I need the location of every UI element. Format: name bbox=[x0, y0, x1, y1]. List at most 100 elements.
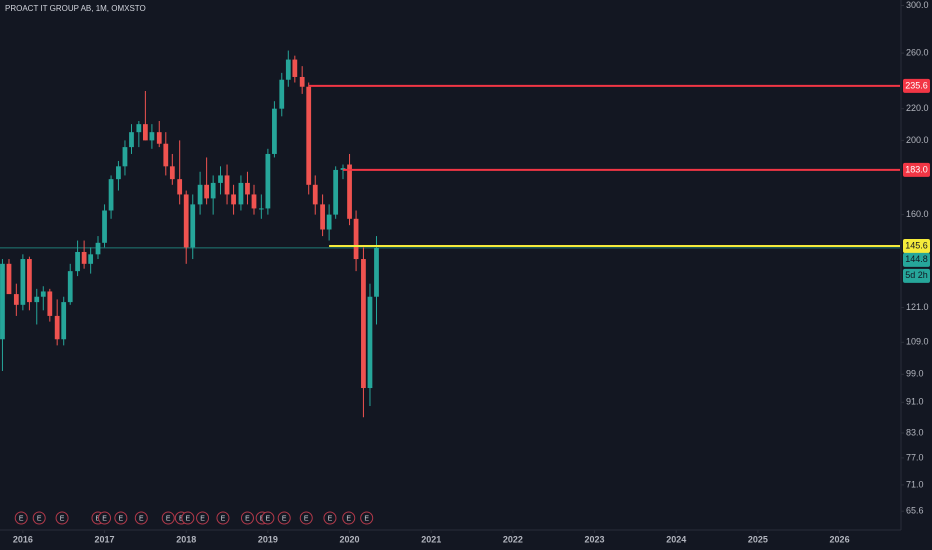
earnings-label: E bbox=[282, 515, 287, 522]
earnings-label: E bbox=[346, 515, 351, 522]
candle-body bbox=[299, 76, 305, 87]
y-tick-label: 200.0 bbox=[906, 135, 929, 145]
earnings-marker bbox=[55, 511, 69, 525]
earnings-marker bbox=[360, 511, 374, 525]
candle-body bbox=[163, 143, 169, 167]
x-tick-label: 2017 bbox=[95, 534, 115, 544]
chart-title: PROACT IT GROUP AB, 1M, OMXSTO bbox=[5, 4, 146, 13]
candle-body bbox=[347, 164, 352, 219]
candle-body bbox=[367, 296, 373, 389]
x-tick-label: 2022 bbox=[503, 534, 523, 544]
candle-body bbox=[102, 210, 107, 243]
candle-body bbox=[149, 132, 155, 141]
earnings-marker bbox=[14, 511, 28, 525]
y-tick-label: 77.0 bbox=[906, 452, 924, 462]
earnings-label: E bbox=[304, 515, 309, 522]
candle-body bbox=[20, 259, 26, 305]
candle-body bbox=[224, 175, 230, 195]
candle-body bbox=[108, 179, 114, 211]
countdown-box bbox=[903, 268, 930, 283]
candle-body bbox=[238, 182, 244, 205]
countdown-label: 5d 2h bbox=[905, 270, 928, 280]
earnings-marker bbox=[261, 511, 275, 525]
candle-body bbox=[204, 184, 210, 199]
candle-body bbox=[122, 147, 128, 167]
y-tick-label: 71.0 bbox=[906, 479, 924, 489]
candle-body bbox=[326, 214, 332, 230]
candle-body bbox=[34, 296, 40, 303]
candle-body bbox=[374, 247, 379, 297]
y-tick-label: 300.0 bbox=[906, 0, 929, 10]
candle-body bbox=[47, 291, 53, 316]
earnings-marker bbox=[32, 511, 46, 525]
earnings-marker bbox=[114, 511, 128, 525]
candle-body bbox=[129, 132, 134, 148]
candle-body bbox=[231, 194, 236, 205]
earnings-marker bbox=[323, 511, 337, 525]
candle-body bbox=[306, 86, 312, 185]
candle-body bbox=[218, 175, 223, 183]
x-tick-label: 2023 bbox=[585, 534, 605, 544]
candle-body bbox=[245, 182, 250, 195]
x-tick-label: 2024 bbox=[666, 534, 686, 544]
level-price-box bbox=[903, 238, 930, 253]
candle-body bbox=[279, 79, 285, 109]
candle-body bbox=[285, 59, 291, 80]
earnings-marker bbox=[216, 511, 230, 525]
candle-body bbox=[210, 182, 216, 199]
earnings-label: E bbox=[102, 515, 107, 522]
earnings-label: E bbox=[119, 515, 124, 522]
candle-body bbox=[258, 208, 264, 210]
candle-body bbox=[177, 179, 183, 195]
earnings-label: E bbox=[328, 515, 333, 522]
earnings-label: E bbox=[139, 515, 144, 522]
candle-body bbox=[81, 251, 87, 264]
earnings-marker bbox=[196, 511, 210, 525]
last-price-box bbox=[903, 252, 930, 267]
earnings-label: E bbox=[245, 515, 250, 522]
earnings-marker bbox=[342, 511, 356, 525]
x-tick-label: 2019 bbox=[258, 534, 278, 544]
candle-body bbox=[251, 194, 257, 209]
earnings-label: E bbox=[221, 515, 226, 522]
candle-body bbox=[13, 294, 19, 305]
last-price-label: 144.8 bbox=[905, 254, 928, 264]
earnings-marker bbox=[134, 511, 148, 525]
y-tick-label: 220.0 bbox=[906, 103, 929, 113]
candle-body bbox=[197, 184, 203, 205]
x-tick-label: 2026 bbox=[830, 534, 850, 544]
earnings-label: E bbox=[60, 515, 65, 522]
candle-body bbox=[265, 153, 271, 209]
earnings-marker bbox=[98, 511, 112, 525]
candle-body bbox=[156, 132, 162, 144]
earnings-label: E bbox=[19, 515, 24, 522]
candle-body bbox=[333, 169, 339, 215]
candle-body bbox=[6, 263, 12, 295]
x-tick-label: 2025 bbox=[748, 534, 768, 544]
earnings-label: E bbox=[266, 515, 271, 522]
earnings-label: E bbox=[186, 515, 191, 522]
x-tick-label: 2021 bbox=[421, 534, 441, 544]
candle-body bbox=[61, 302, 67, 340]
level-price-label: 183.0 bbox=[905, 164, 928, 174]
candle-body bbox=[136, 124, 142, 133]
x-tick-label: 2018 bbox=[176, 534, 196, 544]
y-tick-label: 160.0 bbox=[906, 209, 929, 219]
candle-body bbox=[361, 259, 366, 389]
level-price-box bbox=[903, 78, 930, 93]
candle-body bbox=[75, 251, 80, 272]
candle-body bbox=[88, 254, 94, 264]
earnings-marker bbox=[299, 511, 313, 525]
level-price-label: 235.6 bbox=[905, 80, 928, 90]
candle-body bbox=[320, 204, 325, 230]
earnings-marker bbox=[277, 511, 291, 525]
earnings-marker bbox=[181, 511, 195, 525]
candle-body bbox=[312, 184, 318, 205]
y-tick-label: 109.0 bbox=[906, 337, 929, 347]
candle-body bbox=[40, 291, 46, 297]
earnings-label: E bbox=[166, 515, 171, 522]
candle-body bbox=[27, 259, 32, 303]
level-price-box bbox=[903, 162, 930, 177]
y-tick-label: 91.0 bbox=[906, 397, 924, 407]
